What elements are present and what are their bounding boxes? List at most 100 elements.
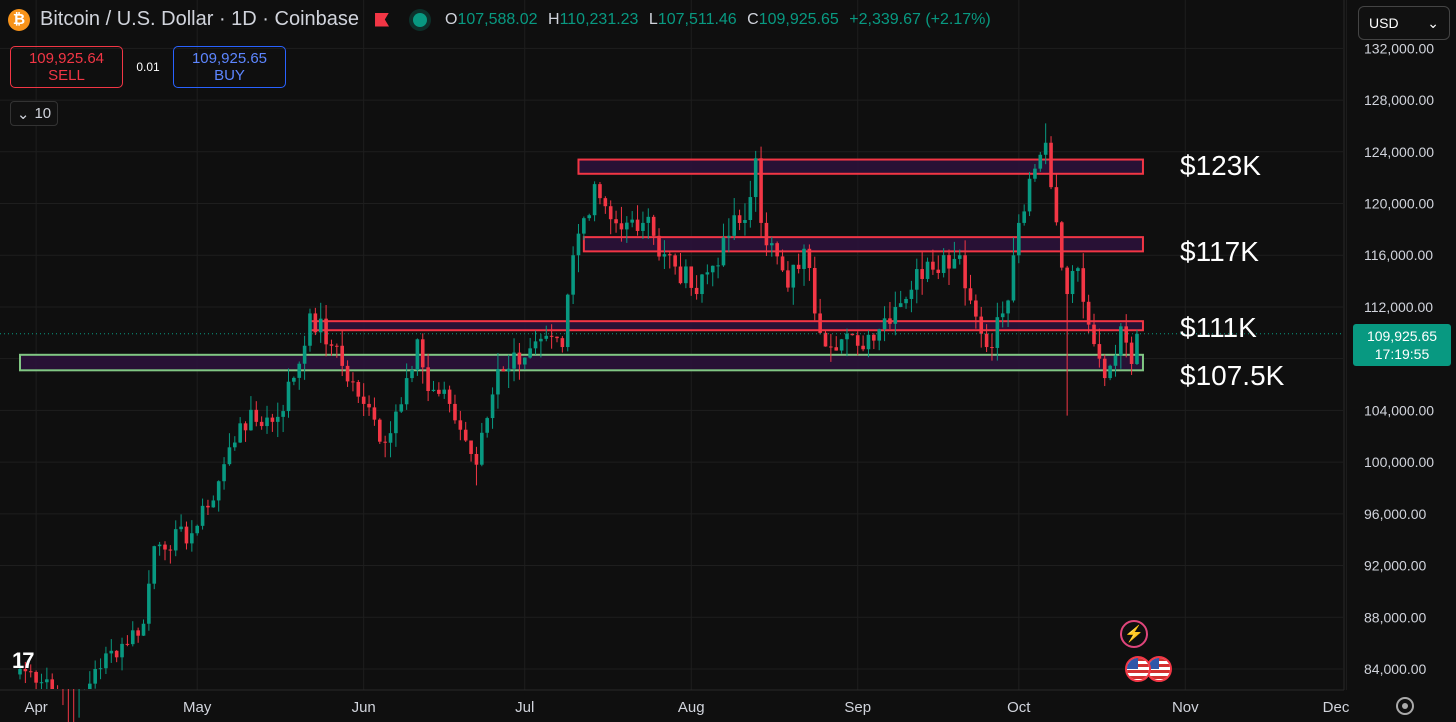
currency-select[interactable]: USD ⌄ xyxy=(1358,6,1450,40)
candle-body xyxy=(147,583,151,624)
candle xyxy=(716,257,720,279)
candle xyxy=(694,275,699,300)
us-flag-icon[interactable] xyxy=(1125,656,1151,682)
candle xyxy=(914,258,919,304)
candle xyxy=(286,368,291,418)
candle-body xyxy=(1076,268,1080,271)
candle-body xyxy=(678,266,683,284)
x-tick-label: Sep xyxy=(844,699,871,716)
candle xyxy=(732,198,737,241)
candle-body xyxy=(646,216,651,223)
candle-body xyxy=(453,403,457,421)
zone-1075k xyxy=(19,353,1144,372)
candle xyxy=(646,208,651,239)
candle xyxy=(861,335,865,352)
candle-body xyxy=(195,525,200,534)
candle-body xyxy=(888,318,892,324)
bolt-icon[interactable]: ⚡ xyxy=(1120,620,1148,648)
indicators-toggle[interactable]: ⌄ 10 xyxy=(10,101,58,126)
candle xyxy=(1043,123,1048,165)
candle xyxy=(28,664,33,678)
candle xyxy=(592,181,597,222)
flag-icon[interactable] xyxy=(375,12,390,27)
candle xyxy=(625,216,629,243)
candle-body xyxy=(925,261,930,279)
candle xyxy=(565,293,570,352)
candle xyxy=(404,363,409,410)
candle-body xyxy=(753,158,758,198)
candle xyxy=(313,307,318,336)
candle xyxy=(200,498,205,530)
candle-body xyxy=(367,403,371,408)
candle xyxy=(372,397,377,426)
candle xyxy=(689,266,694,296)
candle xyxy=(179,514,183,532)
candle xyxy=(50,673,55,689)
candle xyxy=(555,336,559,343)
candle xyxy=(898,290,903,308)
candle-body xyxy=(388,433,393,443)
candle xyxy=(823,330,828,347)
candle xyxy=(447,385,452,413)
candle xyxy=(802,244,806,286)
candle-body xyxy=(759,158,763,223)
candle-body xyxy=(463,429,468,441)
x-tick-label: Aug xyxy=(678,699,705,716)
candle-body xyxy=(98,668,103,670)
candle xyxy=(120,637,124,671)
candle xyxy=(925,257,930,283)
candle xyxy=(388,421,393,458)
candle xyxy=(877,328,881,351)
zone-117k xyxy=(582,236,1144,253)
candle xyxy=(764,212,769,256)
candle-body xyxy=(984,333,989,348)
candle xyxy=(184,521,189,550)
candle-body xyxy=(957,255,962,259)
candle-body xyxy=(549,335,554,337)
candle-body xyxy=(136,630,140,636)
candle-body xyxy=(259,421,264,427)
y-tick-label: 84,000.00 xyxy=(1364,661,1426,677)
candle-body xyxy=(270,417,275,422)
y-tick-label: 104,000.00 xyxy=(1364,402,1434,418)
settings-icon[interactable] xyxy=(1396,697,1414,715)
candle-body xyxy=(179,526,183,530)
candle xyxy=(984,324,989,353)
candle xyxy=(990,333,994,361)
candle xyxy=(968,274,973,305)
candle xyxy=(394,404,398,447)
candle-body xyxy=(893,306,898,324)
candle-body xyxy=(243,423,248,431)
candle-body xyxy=(721,237,726,266)
candle-body xyxy=(23,669,28,672)
candle xyxy=(281,404,285,433)
y-tick-label: 124,000.00 xyxy=(1364,144,1434,160)
candle-body xyxy=(1011,255,1016,301)
candle-body xyxy=(802,248,806,269)
candle-body xyxy=(882,318,887,330)
candle xyxy=(571,246,575,305)
candle xyxy=(667,250,672,269)
candle-body xyxy=(748,197,753,221)
zone-label-107-5k: $107.5K xyxy=(1180,360,1285,391)
us-flag-icon[interactable] xyxy=(1146,656,1172,682)
candle-body xyxy=(587,215,592,219)
candle-body xyxy=(200,505,205,526)
candle-body xyxy=(716,265,720,267)
tradingview-logo[interactable]: 17 xyxy=(12,648,35,673)
buy-button[interactable]: 109,925.65 BUY xyxy=(173,46,286,88)
symbol-title[interactable]: Bitcoin / U.S. Dollar · 1D · Coinbase xyxy=(40,8,360,30)
zone-label-111k: $111K xyxy=(1180,312,1257,343)
candle-body xyxy=(45,679,49,683)
candle-body xyxy=(18,669,22,675)
candle xyxy=(614,210,618,233)
candle-body xyxy=(963,255,967,289)
candle-body xyxy=(437,389,441,394)
candle xyxy=(88,671,92,689)
candle xyxy=(952,241,957,269)
candle xyxy=(1000,301,1005,328)
candle xyxy=(1092,313,1096,347)
candle-body xyxy=(796,264,801,269)
sell-button[interactable]: 109,925.64 SELL xyxy=(10,46,123,88)
